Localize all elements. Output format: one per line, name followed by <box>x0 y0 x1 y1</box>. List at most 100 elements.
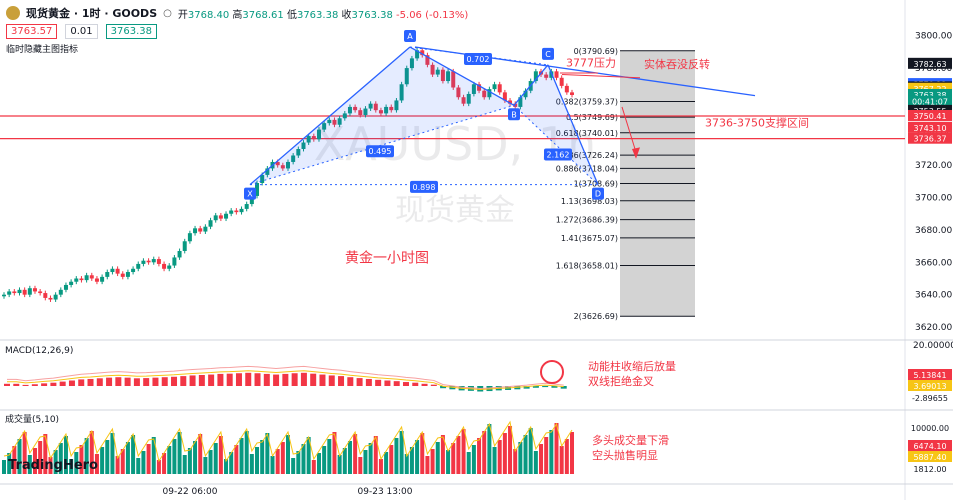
macd-histogram-bar <box>263 373 270 386</box>
pattern-fill-xab <box>250 47 514 185</box>
symbol-title[interactable]: 现货黄金 · 1时 · GOODS <box>26 7 158 20</box>
pattern-point-badge <box>592 187 604 200</box>
price-tick-label: 3720.00 <box>915 161 952 171</box>
signal-line <box>7 370 564 391</box>
macd-title: MACD(12,26,9) <box>5 346 73 356</box>
candle-body <box>404 68 409 85</box>
candle-body <box>12 291 17 294</box>
price-tick-label: 3620.00 <box>915 323 952 333</box>
volume-bar <box>513 449 518 474</box>
buy-button[interactable]: 3763.38 <box>105 24 157 39</box>
volume-bar <box>528 428 533 474</box>
volume-bar <box>105 440 110 474</box>
candle-body <box>198 228 203 232</box>
volume-bar <box>384 452 389 474</box>
volume-bar <box>389 445 394 474</box>
ratio-label: 0.898 <box>413 183 436 192</box>
macd-histogram-bar <box>310 373 317 386</box>
candle-body <box>316 129 321 140</box>
macd-histogram-bar <box>384 380 391 386</box>
ratio-badge <box>410 180 438 193</box>
volume-bar <box>549 430 554 474</box>
volume-bar <box>291 458 296 474</box>
reversal-arrow <box>561 74 641 79</box>
macd-tag-label: -2.89655 <box>912 394 948 403</box>
macd-histogram-bar <box>78 379 85 386</box>
volume-note-1: 多头成交量下滑 <box>592 433 669 447</box>
macd-tag <box>908 380 952 391</box>
candle-body <box>564 85 569 93</box>
macd-histogram-bar <box>551 386 558 388</box>
price-tag-label: 3750.41 <box>913 112 946 121</box>
volume-bar <box>523 435 528 474</box>
volume-bar <box>446 450 451 474</box>
volume-bar <box>110 433 115 474</box>
macd-histogram-bar <box>87 378 94 386</box>
candle-body <box>425 55 430 65</box>
fib-level-label: 0.382(3759.37) <box>556 97 618 106</box>
fib-level-label: 0.618(3740.01) <box>556 129 618 138</box>
macd-histogram-bar <box>375 379 382 386</box>
volume-bar <box>146 444 151 474</box>
volume-bar <box>234 445 239 474</box>
watermark-name: 现货黄金 <box>395 193 515 228</box>
volume-bar <box>497 440 502 474</box>
candle-body <box>291 155 296 162</box>
volume-bar <box>539 444 544 474</box>
macd-line <box>7 365 564 390</box>
candle-body <box>296 149 301 156</box>
candle-body <box>32 288 37 292</box>
hide-indicators-hint[interactable]: 临时隐藏主图指标 <box>6 45 79 55</box>
volume-bar <box>94 454 99 474</box>
volume-bar <box>482 431 487 474</box>
candle-body <box>89 275 94 279</box>
candle-body <box>513 103 518 107</box>
candle-body <box>17 289 22 294</box>
candle-body <box>58 289 63 295</box>
price-tick-label: 3780.00 <box>915 64 952 74</box>
candle-body <box>487 89 492 98</box>
volume-bar <box>544 437 549 474</box>
pattern-leg <box>513 64 549 106</box>
candle-body <box>544 74 549 78</box>
candle-body <box>409 58 414 69</box>
macd-histogram-bar <box>356 378 363 386</box>
volume-bar <box>502 433 507 474</box>
fib-level-label: 1.13(3698.03) <box>561 197 618 206</box>
volume-bar <box>187 448 192 474</box>
volume-bar <box>27 455 32 474</box>
volume-bar <box>451 443 456 474</box>
candle-body <box>38 291 43 294</box>
macd-histogram-bar <box>542 386 549 388</box>
quantity-field[interactable]: 0.01 <box>65 24 98 39</box>
macd-histogram-bar <box>328 375 335 386</box>
macd-histogram-bar <box>245 372 252 386</box>
volume-bar <box>69 459 74 474</box>
macd-tag <box>908 369 952 380</box>
candle-body <box>115 268 120 274</box>
volume-bar <box>89 431 94 474</box>
volume-bar <box>347 441 352 474</box>
macd-histogram-bar <box>217 373 224 386</box>
volume-bar <box>477 438 482 474</box>
volume-bar <box>456 436 461 474</box>
volume-bar <box>415 440 420 474</box>
volume-bar <box>270 456 275 474</box>
volume-tag-label: 6474.10 <box>913 442 946 451</box>
support-zone-label: 3736-3750支撑区间 <box>705 115 809 129</box>
volume-bar <box>466 452 471 474</box>
eye-icon[interactable]: ○ <box>163 7 172 19</box>
candle-body <box>120 273 125 277</box>
volume-bar <box>518 442 523 474</box>
price-tick-label: 3640.00 <box>915 291 952 301</box>
time-tick-label: 09-23 13:00 <box>358 487 413 497</box>
volume-bar <box>306 437 311 474</box>
pattern-point-badge <box>508 108 520 121</box>
macd-tick: 20.00000 <box>913 341 953 351</box>
macd-histogram-bar <box>226 373 233 386</box>
fib-level-label: 2(3626.69) <box>574 312 618 321</box>
candle-body <box>275 161 280 166</box>
volume-bar <box>239 438 244 474</box>
sell-button[interactable]: 3763.57 <box>6 24 58 39</box>
